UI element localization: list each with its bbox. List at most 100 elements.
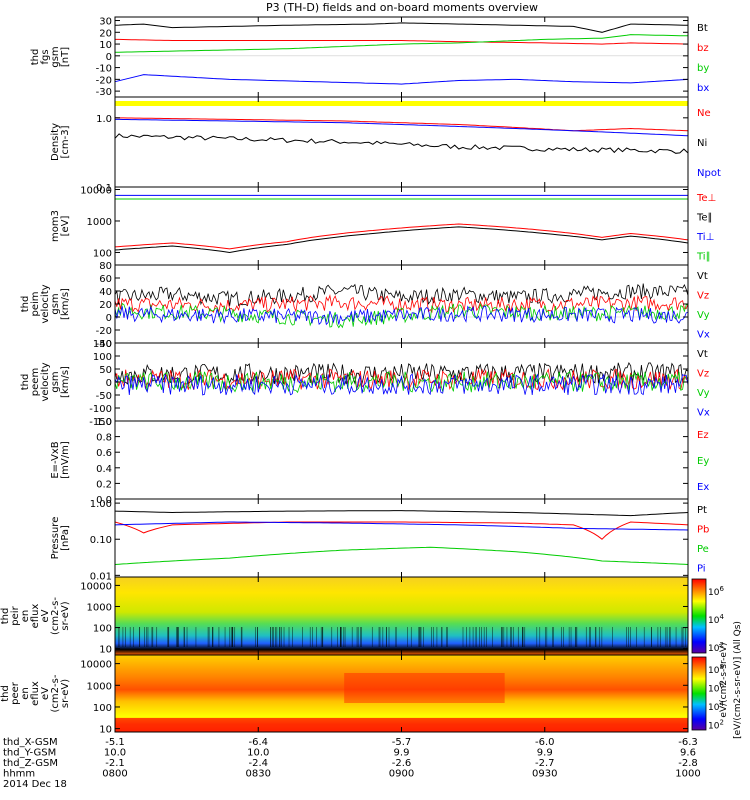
- y-tick-label: 10: [99, 645, 112, 656]
- footer-row-label: hhmm: [3, 769, 35, 780]
- y-axis-label: thdfgsgsm[nT]: [30, 46, 71, 67]
- y-axis-label: E=-VxB[mV/m]: [50, 441, 71, 479]
- footer-row-value: -2.1: [105, 758, 125, 769]
- legend-npot: Npot: [697, 168, 721, 179]
- panel-4: 80 60 40 20 0 -20 -40 thdpeimvelocitygsm[km/s] V…: [20, 261, 710, 350]
- footer-row-value: -6.3: [678, 737, 698, 748]
- series-vt: [114, 361, 689, 385]
- footer-row-value: -2.8: [678, 758, 698, 769]
- y-tick-label: 100: [93, 624, 112, 635]
- y-tick-label: 100: [93, 352, 112, 363]
- series-pt: [114, 510, 689, 517]
- y-axis-label: thdpeemvelocitygsm[km/s]: [20, 362, 71, 401]
- colorbar-tick-label: 104: [708, 613, 724, 626]
- y-tick-label: 0.1: [96, 183, 112, 194]
- series-pb: [114, 521, 689, 540]
- legend-bx: bx: [697, 83, 709, 94]
- series-bz: [115, 38, 689, 45]
- y-tick-label: 0.4: [96, 464, 112, 475]
- y-tick-label: 20: [99, 28, 112, 39]
- y-axis-label: mom3[eV]: [50, 210, 71, 242]
- colorbar: [691, 656, 707, 731]
- series-bx: [114, 74, 689, 85]
- series-vx: [114, 305, 689, 326]
- panel-3: 10000 1000 100 mom3[eV] Te⊥ Te∥ Ti⊥ Ti∥: [50, 185, 716, 266]
- series-vy: [114, 302, 689, 329]
- spectrogram-hot-region: [344, 673, 505, 703]
- y-tick-label: 0: [106, 52, 112, 63]
- footer-row-label: thd_Z-GSM: [3, 758, 58, 769]
- footer-row-value: 0900: [389, 769, 414, 780]
- series-vt: [114, 283, 689, 307]
- legend-ez: Ez: [697, 430, 709, 441]
- footer-row-label: thd_Y-GSM: [3, 748, 56, 759]
- panel-frame: [114, 420, 689, 500]
- legend-vz: Vz: [697, 290, 709, 301]
- series-ne: [114, 117, 689, 132]
- colorbar: [691, 578, 707, 654]
- y-tick-label: 10000: [80, 660, 112, 671]
- legend-vy: Vy: [697, 388, 710, 399]
- panel-5: 150 100 50 0 -50 -100 -150 thdpeemvelocitygsm[k…: [20, 339, 710, 428]
- series-bt: [114, 22, 688, 33]
- y-tick-label: 1.00: [90, 499, 112, 510]
- y-axis-label: Density[cm-3]: [50, 123, 71, 161]
- y-tick-label: 1000: [87, 602, 112, 613]
- spectrogram-fill: [115, 577, 688, 655]
- footer-row-label: thd_X-GSM: [3, 737, 58, 748]
- y-tick-label: 10000: [80, 185, 112, 196]
- density-band: [115, 101, 688, 106]
- legend-vy: Vy: [697, 310, 710, 321]
- series-npot: [115, 118, 689, 137]
- y-tick-label: -20: [96, 75, 112, 86]
- footer-row-value: -5.7: [392, 737, 412, 748]
- footer-row-value: 0830: [246, 769, 271, 780]
- y-tick-label: 100: [93, 703, 112, 714]
- y-tick-label: -10: [96, 64, 112, 75]
- legend-pb: Pb: [697, 524, 709, 535]
- legend-te⊥: Te⊥: [696, 193, 716, 204]
- footer-date: 2014 Dec 18: [3, 779, 67, 790]
- panel-7: 1.00 0.10 0.01 Pressure[nPa] Pt Pb Pe Pi: [50, 498, 709, 582]
- legend-ni: Ni: [697, 138, 707, 149]
- y-tick-label: 30: [99, 17, 112, 28]
- legend-te∥: Te∥: [696, 212, 713, 223]
- y-tick-label: 100: [93, 248, 112, 259]
- colorbar-tick-label: 102: [708, 718, 724, 731]
- panel-9: 10000 1000 100 10 thdpeerenefluxeV(cm2-s-sr-…: [0, 654, 724, 736]
- y-axis-label: thdpeirenefluxeV(cm2-s-sr-eV): [0, 597, 71, 635]
- y-axis-label: thdpeerenefluxeV(cm2-s-sr-eV): [0, 674, 71, 712]
- y-tick-label: 20: [99, 300, 112, 311]
- footer-row-value: 9.6: [680, 748, 696, 759]
- footer-row-value: 9.9: [394, 748, 410, 759]
- y-tick-label: -100: [89, 404, 112, 415]
- legend-vx: Vx: [697, 407, 710, 418]
- legend-ne: Ne: [697, 108, 711, 119]
- legend-pe: Pe: [697, 544, 709, 555]
- y-tick-label: 0: [106, 378, 112, 389]
- legend-vz: Vz: [697, 368, 709, 379]
- panel-6: 1.0 0.8 0.6 0.4 0.2 0.0 E=-VxB[mV/m] Ez Ey Ex: [50, 417, 709, 506]
- series-te⊥: [114, 223, 689, 250]
- panel-frame: [114, 96, 689, 188]
- footer-row-value: -2.6: [392, 758, 412, 769]
- y-axis-label: Pressure[nPa]: [50, 517, 71, 560]
- y-tick-label: 150: [93, 339, 112, 350]
- footer-row-value: -6.0: [535, 737, 555, 748]
- y-tick-label: 0.10: [90, 535, 112, 546]
- series-ni: [114, 133, 689, 154]
- footer-group: thd_X-GSM -5.1 -6.4 -5.7 -6.0 -6.3 thd_Y-GSM 10…: [3, 737, 701, 790]
- series-pe: [114, 546, 689, 565]
- panels-group: 3020100-10-20-30thdfgsgsm[nT]Btbzbybx1.0…: [0, 16, 743, 739]
- y-tick-label: 40: [99, 287, 112, 298]
- y-tick-label: 80: [99, 261, 112, 272]
- y-tick-label: 0.2: [96, 479, 112, 490]
- y-tick-label: 0.8: [96, 433, 112, 444]
- y-tick-label: 10000: [80, 581, 112, 592]
- series-te∥: [114, 226, 689, 254]
- y-axis-label: thdpeimvelocitygsm[km/s]: [20, 284, 71, 323]
- y-tick-label: 10: [99, 40, 112, 51]
- footer-row-value: -5.1: [105, 737, 125, 748]
